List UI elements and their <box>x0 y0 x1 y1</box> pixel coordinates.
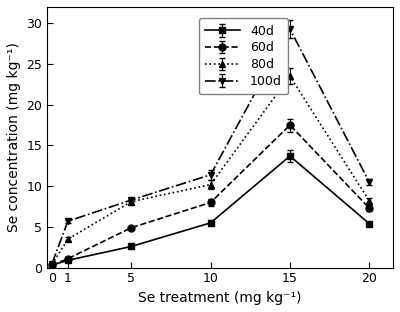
X-axis label: Se treatment (mg kg⁻¹): Se treatment (mg kg⁻¹) <box>138 291 302 305</box>
Y-axis label: Se concentration (mg kg⁻¹): Se concentration (mg kg⁻¹) <box>7 42 21 232</box>
Legend: 40d, 60d, 80d, 100d: 40d, 60d, 80d, 100d <box>199 18 288 94</box>
